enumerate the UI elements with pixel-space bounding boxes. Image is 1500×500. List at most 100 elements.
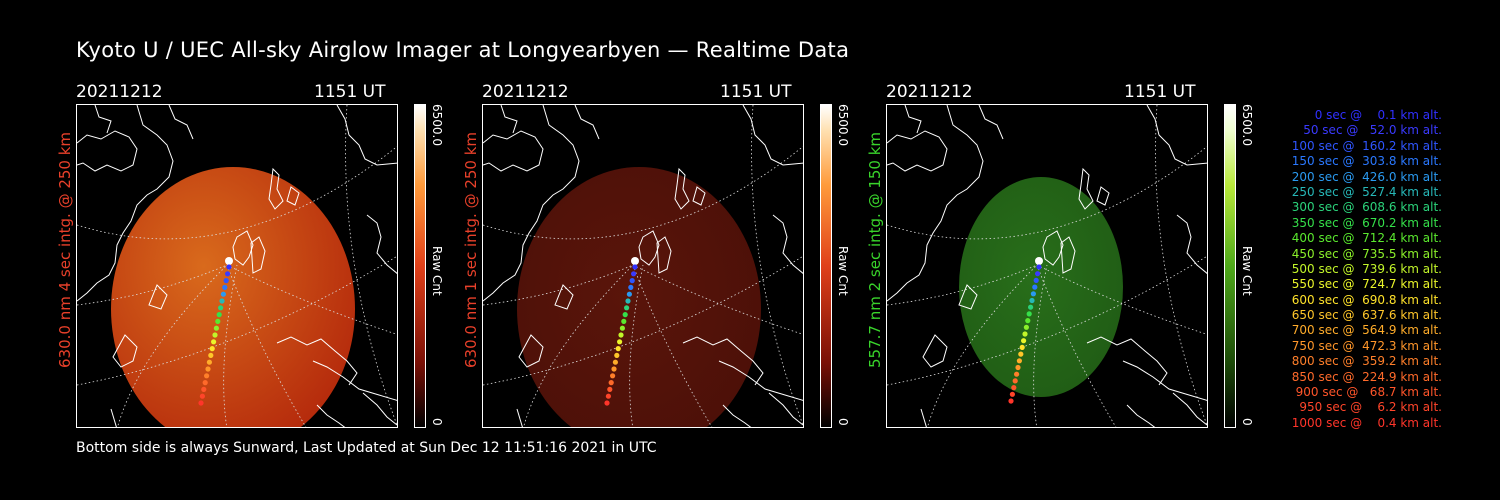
coastline	[887, 130, 948, 172]
coastline	[674, 167, 690, 210]
trajectory-point	[625, 298, 631, 304]
trajectory-point	[615, 346, 621, 352]
legend-row: 1000 sec @ 0.4 km alt.	[1291, 415, 1442, 430]
panel-3-colorbar-min: 0	[1240, 418, 1254, 426]
trajectory-point	[211, 339, 217, 345]
trajectory-point	[199, 393, 205, 399]
trajectory-point	[1018, 351, 1024, 357]
panel-3-date: 20211212	[886, 82, 973, 102]
legend-row: 950 sec @ 6.2 km alt.	[1299, 400, 1442, 415]
coastline	[518, 334, 544, 368]
coastline	[742, 105, 803, 166]
geo-grid-line	[927, 264, 1038, 427]
coastline	[692, 186, 706, 206]
coastline	[110, 408, 117, 427]
coastline	[168, 105, 194, 140]
trajectory-point	[202, 380, 208, 386]
legend-row: 650 sec @ 637.6 km alt.	[1291, 308, 1442, 323]
coastline	[638, 230, 660, 266]
coastline	[904, 105, 922, 134]
coastline	[722, 404, 752, 427]
trajectory-point	[618, 332, 624, 338]
trajectory-point	[1036, 264, 1042, 270]
coastline	[94, 105, 112, 134]
trajectory-point	[208, 352, 214, 358]
trajectory-point	[624, 305, 630, 311]
trajectory-point	[1033, 277, 1039, 283]
coastline	[483, 130, 544, 172]
coastline	[232, 230, 254, 266]
trajectory-point	[215, 318, 221, 324]
legend-row: 900 sec @ 68.7 km alt.	[1295, 385, 1442, 400]
observatory-marker	[1035, 257, 1043, 265]
coastline	[1086, 336, 1168, 386]
legend-row: 850 sec @ 224.9 km alt.	[1291, 369, 1442, 384]
coastline	[554, 284, 574, 310]
legend-row: 750 sec @ 472.3 km alt.	[1291, 338, 1442, 353]
legend-row: 500 sec @ 739.6 km alt.	[1291, 261, 1442, 276]
coastline	[366, 214, 397, 274]
trajectory-point	[1032, 284, 1038, 290]
panel-1-time: 1151 UT	[314, 82, 386, 102]
trajectory-point	[614, 352, 620, 358]
trajectory-point	[632, 264, 638, 270]
trajectory-point	[223, 278, 229, 284]
panel-1-colorbar-min: 0	[430, 418, 444, 426]
coastline	[1078, 167, 1094, 210]
coastline	[1172, 392, 1207, 426]
legend-row: 800 sec @ 359.2 km alt.	[1291, 354, 1442, 369]
trajectory-point	[1016, 358, 1022, 364]
coastline	[77, 105, 174, 302]
footer-note: Bottom side is always Sunward, Last Upda…	[76, 440, 657, 456]
legend-row: 450 sec @ 735.5 km alt.	[1291, 246, 1442, 261]
panel-1-date: 20211212	[76, 82, 163, 102]
coastline	[316, 404, 346, 427]
geo-grid-line	[1033, 264, 1048, 427]
trajectory-point	[622, 312, 628, 318]
geo-grid-line	[226, 264, 397, 335]
trajectory-point	[213, 325, 219, 331]
trajectory-point	[605, 393, 611, 399]
trajectory-legend: 0 sec @ 0.1 km alt. 50 sec @ 52.0 km alt.…	[1262, 108, 1442, 431]
panel-2-colorbar-unit: Raw Cnt	[836, 246, 850, 296]
coastline	[336, 105, 397, 166]
panel-2-date: 20211212	[482, 82, 569, 102]
trajectory-point	[205, 366, 211, 372]
legend-row: 150 sec @ 303.8 km alt.	[1291, 154, 1442, 169]
legend-row: 350 sec @ 670.2 km alt.	[1291, 215, 1442, 230]
trajectory-point	[1023, 324, 1029, 330]
geo-grid-line	[223, 264, 238, 427]
geo-grid-line	[1155, 105, 1207, 426]
coastline	[1042, 230, 1064, 266]
coastline	[516, 408, 523, 427]
trajectory-point	[1035, 271, 1041, 277]
trajectory-point	[204, 373, 210, 379]
coastline	[958, 284, 978, 310]
legend-row: 700 sec @ 564.9 km alt.	[1291, 323, 1442, 338]
panel-1-colorbar-max: 6500.0	[430, 104, 444, 146]
coastline	[1096, 186, 1110, 206]
coastline	[286, 186, 300, 206]
coastline	[1146, 105, 1207, 166]
trajectory-point	[617, 339, 623, 345]
observatory-marker	[225, 257, 233, 265]
panel-1-wavelength-label: 630.0 nm 4 sec intg. @ 250 km	[56, 131, 74, 368]
geo-grid-line	[1036, 264, 1207, 335]
trajectory-point	[212, 332, 218, 338]
trajectory-point	[219, 298, 225, 304]
coastline	[268, 167, 284, 210]
coastline	[362, 392, 397, 426]
trajectory-point	[607, 386, 613, 392]
trajectory-point	[1014, 371, 1020, 377]
panel-3-time: 1151 UT	[1124, 82, 1196, 102]
panel-3-colorbar-unit: Raw Cnt	[1240, 246, 1254, 296]
trajectory-point	[1015, 364, 1021, 371]
trajectory-point	[1008, 398, 1014, 404]
trajectory-point	[604, 400, 610, 406]
observatory-marker	[631, 257, 639, 265]
legend-row: 550 sec @ 724.7 km alt.	[1291, 277, 1442, 292]
coastline	[1126, 404, 1156, 427]
trajectory-point	[1028, 304, 1034, 310]
airglow-image	[959, 177, 1123, 397]
legend-row: 250 sec @ 527.4 km alt.	[1291, 184, 1442, 199]
